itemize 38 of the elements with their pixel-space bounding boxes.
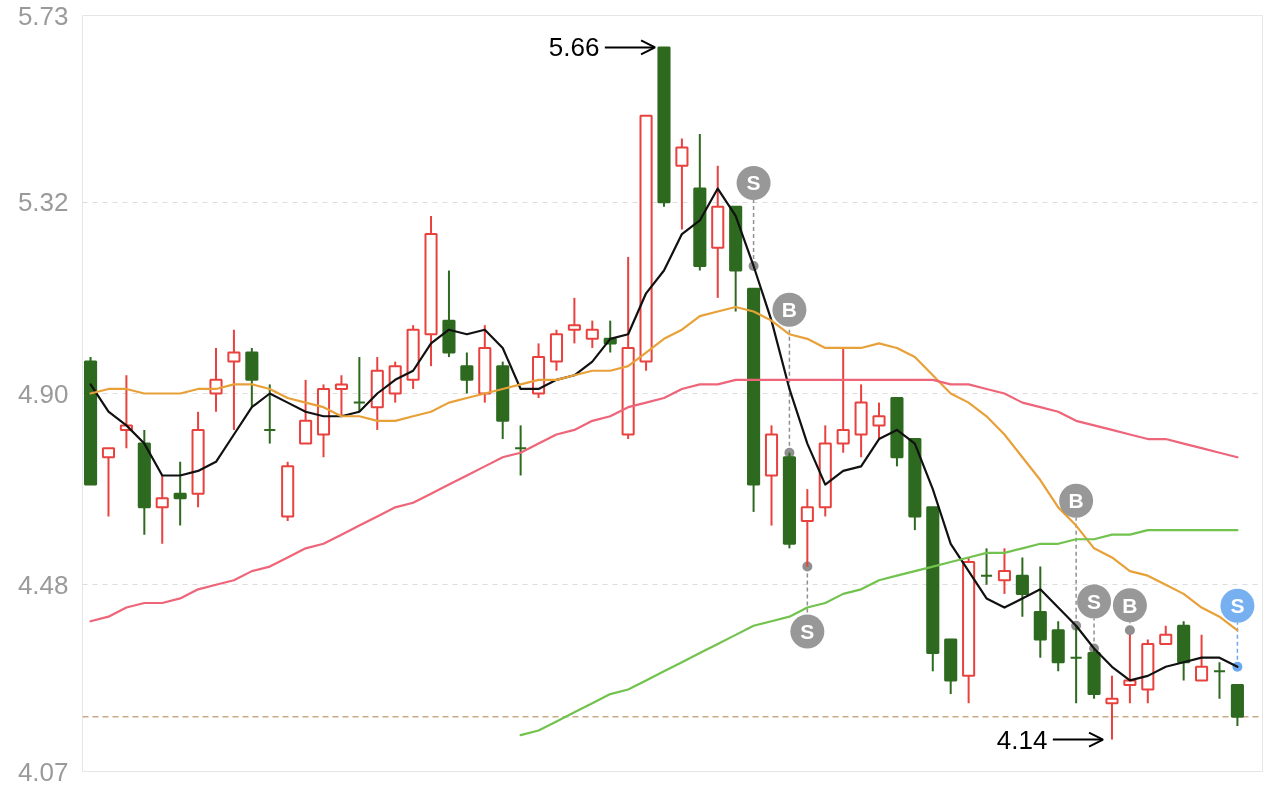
candlestick [979, 547, 994, 586]
candlestick [836, 346, 850, 454]
candlestick [263, 383, 277, 445]
candlestick [567, 296, 581, 345]
annotation: 5.66 [548, 32, 600, 63]
point [1124, 625, 1135, 636]
candlestick [101, 447, 116, 518]
y-tick-label: 4.48 [17, 569, 69, 600]
candlestick [1195, 633, 1209, 682]
candlestick [1015, 556, 1029, 618]
series-label: S [1087, 590, 1102, 614]
text: B [781, 298, 798, 322]
legend-label: B [1122, 593, 1138, 617]
candlestick [173, 460, 187, 527]
annotation: 4.14 [996, 724, 1048, 755]
candlestick [675, 137, 689, 231]
candlestick [1105, 674, 1119, 741]
candlestick [352, 356, 366, 413]
y-tick-label: 4.07 [17, 756, 69, 787]
candlestick [209, 346, 223, 413]
text: S [1230, 594, 1245, 618]
text: S [746, 171, 761, 195]
text: B [1068, 489, 1084, 513]
candlestick [460, 351, 474, 395]
candlestick [1159, 624, 1173, 645]
candlestick [155, 474, 169, 545]
y-tick-label: 5.32 [17, 187, 69, 218]
candlestick [334, 374, 348, 418]
y-tick-label: 5.73 [17, 0, 69, 31]
y-tick-label: 4.90 [17, 378, 69, 409]
candlestick [514, 424, 528, 477]
candlestick [299, 378, 313, 445]
text: S [800, 620, 815, 644]
candlestick [872, 401, 886, 441]
candlestick [997, 547, 1012, 595]
candlestick [585, 319, 599, 349]
candlestick [227, 328, 241, 431]
candlestick [1212, 661, 1227, 700]
